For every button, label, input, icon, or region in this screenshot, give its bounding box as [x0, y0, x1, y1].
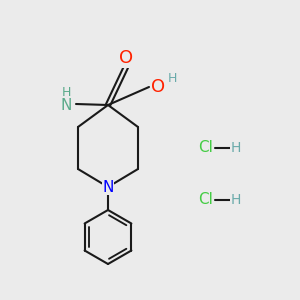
Text: O: O — [119, 49, 133, 67]
Text: H: H — [231, 141, 241, 155]
Text: O: O — [151, 78, 165, 96]
Text: Cl: Cl — [198, 140, 213, 155]
Text: N: N — [60, 98, 72, 112]
Text: H: H — [231, 193, 241, 207]
Text: H: H — [61, 86, 71, 100]
Text: N: N — [102, 179, 114, 194]
Text: Cl: Cl — [198, 193, 213, 208]
Text: H: H — [167, 73, 177, 85]
